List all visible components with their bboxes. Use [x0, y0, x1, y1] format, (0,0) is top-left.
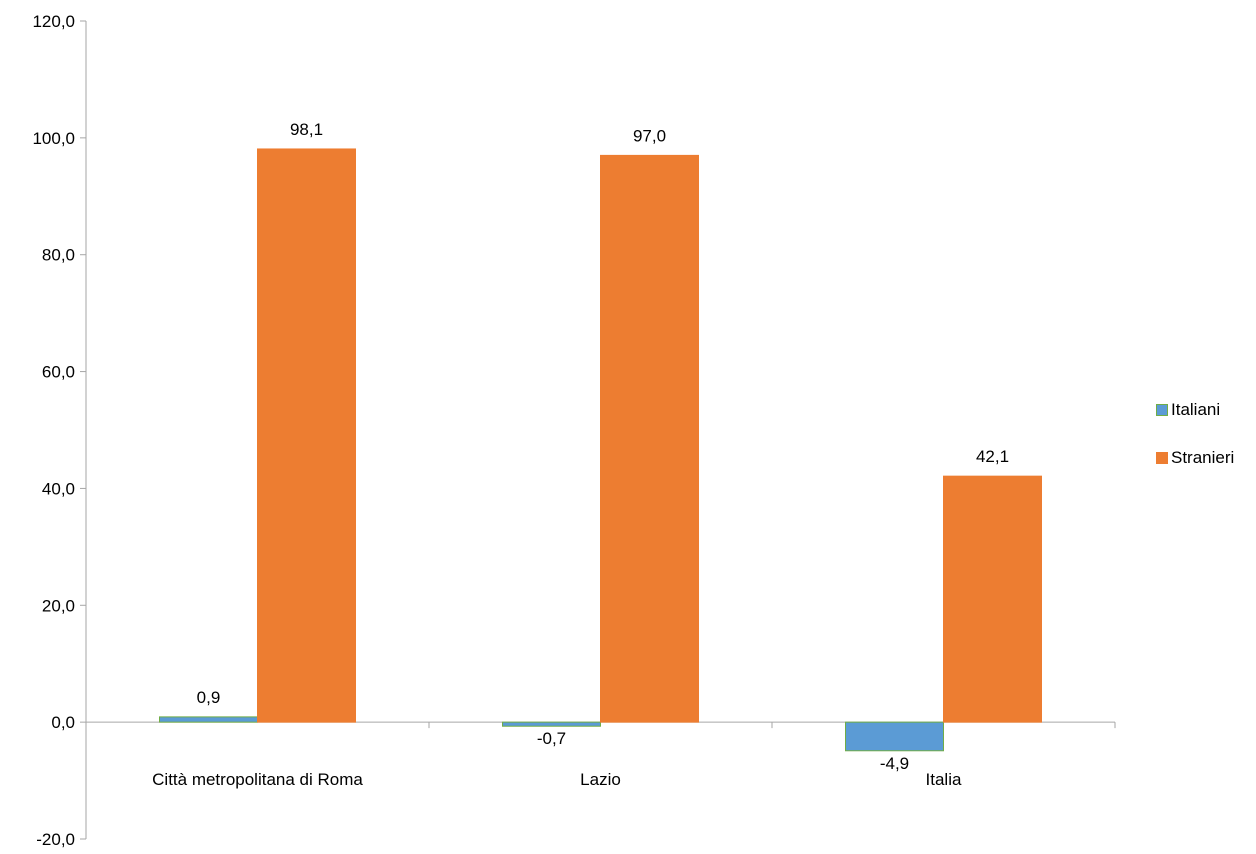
- bar-italiani: [159, 716, 258, 723]
- y-tick-label: 100,0: [32, 129, 75, 148]
- data-label: -4,9: [880, 754, 909, 773]
- bar-italiani: [845, 721, 944, 752]
- bar-italiani: [502, 721, 601, 727]
- data-label: 98,1: [290, 120, 323, 139]
- y-tick-label: 80,0: [42, 246, 75, 265]
- legend-swatch-stranieri: [1156, 452, 1168, 464]
- x-tick-label: Italia: [926, 770, 962, 789]
- y-tick-label: 60,0: [42, 363, 75, 382]
- y-tick-label: 20,0: [42, 596, 75, 615]
- x-tick-label: Città metropolitana di Roma: [152, 770, 363, 789]
- data-label: 42,1: [976, 447, 1009, 466]
- y-tick-label: -20,0: [36, 830, 75, 849]
- y-tick-label: 120,0: [32, 12, 75, 31]
- data-label: -0,7: [537, 729, 566, 748]
- data-label: 0,9: [197, 688, 221, 707]
- legend-label-italiani: Italiani: [1171, 400, 1221, 419]
- legend-item-stranieri: Stranieri: [1156, 447, 1234, 469]
- legend-label-stranieri: Stranieri: [1171, 448, 1235, 467]
- legend: Italiani Stranieri: [1156, 399, 1234, 495]
- y-tick-label: 40,0: [42, 479, 75, 498]
- legend-item-italiani: Italiani: [1156, 399, 1234, 421]
- bar-stranieri: [943, 475, 1042, 723]
- bar-stranieri: [600, 154, 699, 723]
- y-tick-label: 0,0: [51, 713, 75, 732]
- data-label: 97,0: [633, 126, 666, 145]
- x-tick-label: Lazio: [580, 770, 621, 789]
- legend-swatch-italiani: [1156, 404, 1168, 416]
- bar-stranieri: [257, 148, 356, 723]
